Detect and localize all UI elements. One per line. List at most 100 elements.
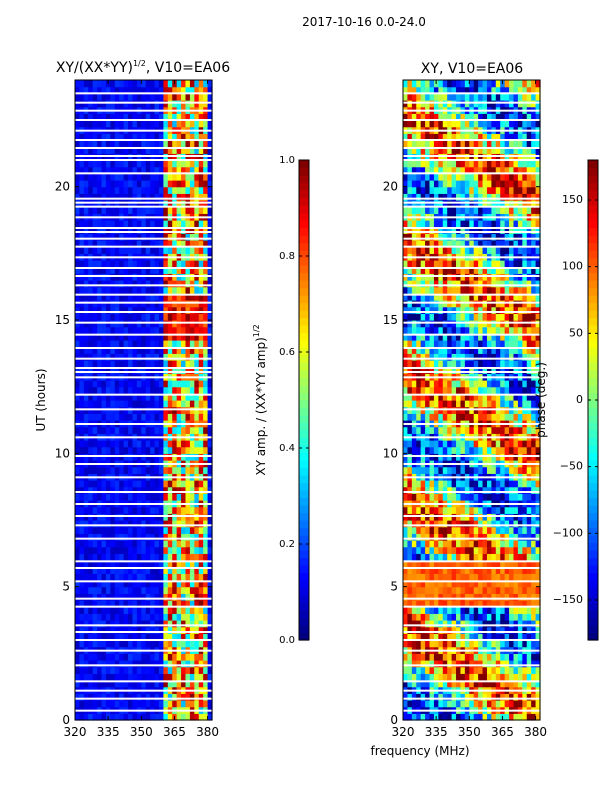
heatmap-cell [79,580,85,588]
heatmap-cell [522,573,528,581]
heatmap-cell [167,266,173,274]
heatmap-cell [473,480,479,488]
heatmap-cell [411,693,417,701]
heatmap-cell [416,506,422,514]
heatmap-cell [141,233,147,241]
heatmap-cell [447,566,453,574]
heatmap-cell [420,633,426,641]
heatmap-cell [442,613,448,621]
heatmap-cell [181,713,187,721]
heatmap-cell [207,393,213,401]
colorbar-segment [299,272,309,281]
heatmap-cell [189,560,195,568]
heatmap-cell [141,133,147,141]
heatmap-cell [150,133,156,141]
heatmap-cell [150,346,156,354]
heatmap-cell [482,386,488,394]
heatmap-cell [92,480,98,488]
heatmap-cell [92,220,98,228]
heatmap-cell [194,206,200,214]
heatmap-cell [491,553,497,561]
heatmap-cell [114,673,120,681]
heatmap-cell [163,586,169,594]
heatmap-cell [438,413,444,421]
heatmap-cell [185,240,191,248]
heatmap-cell [198,113,204,121]
heatmap-cell [189,660,195,668]
heatmap-cell [535,446,541,454]
heatmap-cell [531,506,537,514]
heatmap-cell [132,120,138,128]
heatmap-cell [478,666,484,674]
heatmap-cell [420,466,426,474]
heatmap-cell [158,400,164,408]
heatmap-cell [451,606,457,614]
heatmap-cell [531,366,537,374]
heatmap-cell [207,586,213,594]
heatmap-cell [123,280,129,288]
heatmap-cell [509,626,515,634]
heatmap-cell [464,626,470,634]
heatmap-cell [132,80,138,88]
heatmap-cell [526,586,532,594]
heatmap-cell [141,693,147,701]
heatmap-cell [172,660,178,668]
heatmap-cell [167,346,173,354]
heatmap-cell [500,613,506,621]
heatmap-cell [416,486,422,494]
heatmap-cell [447,413,453,421]
heatmap-cell [203,360,209,368]
heatmap-cell [478,353,484,361]
heatmap-cell [478,600,484,608]
heatmap-cell [207,286,213,294]
heatmap-cell [97,286,103,294]
heatmap-cell [517,366,523,374]
heatmap-cell [83,546,89,554]
heatmap-cell [420,606,426,614]
heatmap-cell [460,326,466,334]
heatmap-cell [158,313,164,321]
flagged-row [75,624,212,627]
heatmap-cell [438,626,444,634]
heatmap-cell [167,673,173,681]
heatmap-cell [495,633,501,641]
heatmap-cell [522,693,528,701]
heatmap-cell [207,693,213,701]
heatmap-cell [526,426,532,434]
heatmap-cell [509,526,515,534]
heatmap-cell [407,533,413,541]
heatmap-cell [456,380,462,388]
heatmap-cell [141,700,147,708]
heatmap-cell [154,226,160,234]
heatmap-cell [194,426,200,434]
colorbar-segment [299,572,309,581]
heatmap-cell [176,533,182,541]
heatmap-cell [491,693,497,701]
heatmap-cell [491,346,497,354]
heatmap-cell [97,620,103,628]
heatmap-cell [207,160,213,168]
heatmap-cell [101,140,107,148]
heatmap-cell [482,613,488,621]
heatmap-cell [110,220,116,228]
heatmap-cell [83,413,89,421]
heatmap-cell [123,306,129,314]
flagged-row [75,408,212,411]
heatmap-cell [181,426,187,434]
heatmap-cell [167,520,173,528]
heatmap-cell [469,353,475,361]
heatmap-cell [442,360,448,368]
heatmap-cell [429,633,435,641]
heatmap-cell [145,386,151,394]
heatmap-cell [425,400,431,408]
heatmap-cell [207,666,213,674]
heatmap-cell [411,426,417,434]
heatmap-cell [194,386,200,394]
heatmap-cell [203,653,209,661]
heatmap-cell [114,526,120,534]
heatmap-cell [203,480,209,488]
heatmap-cell [482,346,488,354]
heatmap-cell [92,86,98,94]
heatmap-cell [486,520,492,528]
heatmap-cell [495,666,501,674]
